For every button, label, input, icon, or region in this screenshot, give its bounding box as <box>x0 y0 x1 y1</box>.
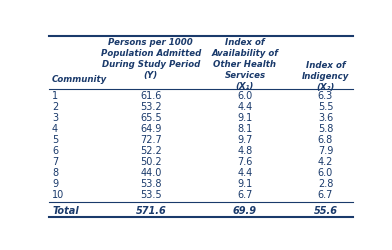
Text: 1: 1 <box>52 92 58 102</box>
Text: 8: 8 <box>52 168 58 178</box>
Text: 53.2: 53.2 <box>140 102 162 113</box>
Text: 44.0: 44.0 <box>140 168 162 178</box>
Text: 6.7: 6.7 <box>318 190 333 200</box>
Text: 5: 5 <box>52 135 58 145</box>
Text: 55.6: 55.6 <box>314 206 338 216</box>
Text: 9: 9 <box>52 179 58 189</box>
Text: 6.0: 6.0 <box>237 92 252 102</box>
Text: Persons per 1000
Population Admitted
During Study Period
(Y): Persons per 1000 Population Admitted Dur… <box>101 38 201 80</box>
Text: 10: 10 <box>52 190 64 200</box>
Text: 65.5: 65.5 <box>140 113 162 123</box>
Text: 72.7: 72.7 <box>140 135 162 145</box>
Text: 5.5: 5.5 <box>318 102 333 113</box>
Text: 9.1: 9.1 <box>237 179 252 189</box>
Text: 69.9: 69.9 <box>233 206 257 216</box>
Text: 5.8: 5.8 <box>318 124 333 134</box>
Text: 6.3: 6.3 <box>318 92 333 102</box>
Text: 571.6: 571.6 <box>135 206 166 216</box>
Text: 8.1: 8.1 <box>237 124 252 134</box>
Text: 6: 6 <box>52 146 58 156</box>
Text: 4.4: 4.4 <box>237 168 252 178</box>
Text: 53.5: 53.5 <box>140 190 162 200</box>
Text: 52.2: 52.2 <box>140 146 162 156</box>
Text: 3: 3 <box>52 113 58 123</box>
Text: 61.6: 61.6 <box>140 92 162 102</box>
Text: Total: Total <box>52 206 79 216</box>
Text: 9.1: 9.1 <box>237 113 252 123</box>
Text: 3.6: 3.6 <box>318 113 333 123</box>
Text: 6.0: 6.0 <box>318 168 333 178</box>
Text: 50.2: 50.2 <box>140 157 162 167</box>
Text: 4.4: 4.4 <box>237 102 252 113</box>
Text: 4.8: 4.8 <box>237 146 252 156</box>
Text: 4: 4 <box>52 124 58 134</box>
Text: 53.8: 53.8 <box>140 179 162 189</box>
Text: 4.2: 4.2 <box>318 157 333 167</box>
Text: 9.7: 9.7 <box>237 135 252 145</box>
Text: 6.8: 6.8 <box>318 135 333 145</box>
Text: 64.9: 64.9 <box>140 124 162 134</box>
Text: 7: 7 <box>52 157 58 167</box>
Text: Index of
Availability of
Other Health
Services
(X₁): Index of Availability of Other Health Se… <box>211 38 278 91</box>
Text: Index of
Indigency
(X₂): Index of Indigency (X₂) <box>302 61 349 92</box>
Text: 2: 2 <box>52 102 58 113</box>
Text: Community: Community <box>52 75 107 84</box>
Text: 6.7: 6.7 <box>237 190 252 200</box>
Text: 7.9: 7.9 <box>318 146 333 156</box>
Text: 2.8: 2.8 <box>318 179 333 189</box>
Text: 7.6: 7.6 <box>237 157 252 167</box>
